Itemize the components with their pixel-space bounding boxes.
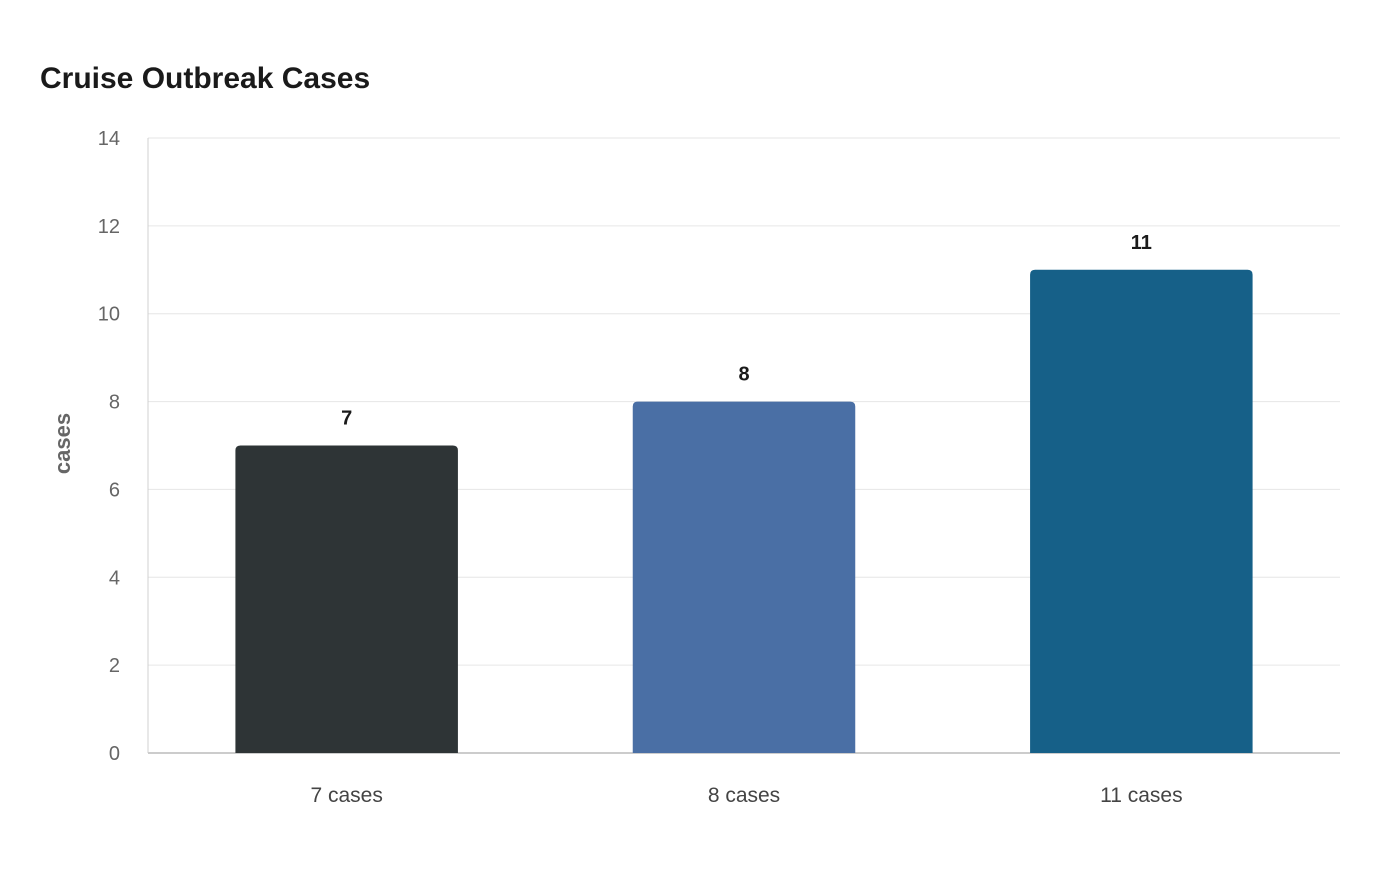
y-tick-label: 10 (98, 304, 120, 326)
bar (632, 401, 856, 753)
y-tick-labels: 0 2 4 6 8 10 12 14 (98, 128, 120, 765)
y-tick-label: 6 (109, 479, 120, 501)
bar-value-label: 11 (1131, 232, 1152, 254)
bars (235, 269, 1253, 753)
chart-title: Cruise Outbreak Cases (40, 62, 371, 95)
bar (1030, 269, 1253, 753)
y-tick-label: 8 (109, 392, 120, 414)
y-tick-label: 14 (98, 128, 120, 150)
y-tick-label: 0 (109, 743, 120, 765)
y-tick-label: 12 (98, 216, 120, 238)
y-tick-label: 4 (109, 567, 120, 589)
value-labels: 7 8 11 (341, 232, 1152, 430)
x-tick-label: 7 cases (310, 784, 382, 807)
x-tick-label: 8 cases (708, 784, 780, 807)
bar (235, 445, 458, 753)
y-axis-title: cases (50, 413, 75, 474)
y-tick-label: 2 (109, 655, 120, 677)
bar-value-label: 7 (341, 408, 352, 430)
x-tick-labels: 7 cases 8 cases 11 cases (310, 784, 1182, 807)
x-tick-label: 11 cases (1100, 784, 1183, 807)
bar-value-label: 8 (738, 364, 749, 386)
